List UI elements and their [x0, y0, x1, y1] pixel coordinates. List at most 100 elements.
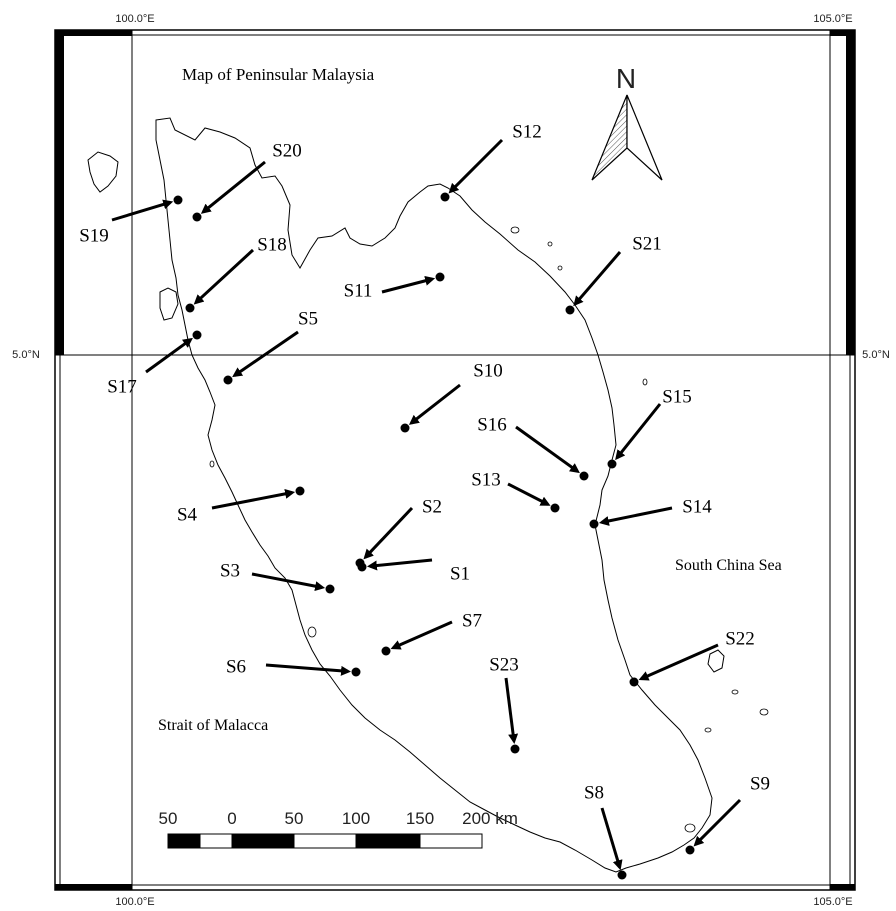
- station-arrow-icon: [381, 275, 436, 294]
- scale-bar-tick-label: 0: [227, 809, 236, 828]
- station-s10: S10: [400, 360, 503, 433]
- station-arrow-icon: [507, 482, 551, 506]
- station-dot-icon: [579, 471, 589, 481]
- langkawi-island: [87, 151, 119, 193]
- station-arrow-icon: [390, 620, 453, 650]
- graticule-labels: 100.0°E 105.0°E 100.0°E 105.0°E 5.0°N 5.…: [12, 13, 890, 908]
- station-dot-icon: [173, 195, 183, 205]
- station-arrow-icon: [600, 807, 623, 871]
- station-dot-icon: [589, 519, 599, 529]
- station-label: S12: [512, 121, 542, 142]
- station-dot-icon: [185, 303, 195, 313]
- station-arrow-icon: [693, 798, 742, 847]
- station-s1: S1: [357, 558, 470, 584]
- station-label: S20: [272, 140, 302, 161]
- north-arrow: N: [591, 63, 663, 181]
- station-s17: S17: [107, 330, 202, 397]
- scale-bar-tick-label: 50: [159, 809, 178, 828]
- station-arrow-icon: [448, 138, 504, 194]
- station-arrow-icon: [265, 663, 352, 676]
- station-s20: S20: [192, 140, 302, 222]
- lat-label-right: 5.0°N: [862, 349, 890, 361]
- station-s5: S5: [223, 308, 318, 385]
- station-s18: S18: [185, 234, 287, 313]
- station-dot-icon: [381, 646, 391, 656]
- station-arrow-icon: [145, 337, 193, 374]
- sea-label-south-china-sea: South China Sea: [675, 557, 782, 574]
- station-arrow-icon: [363, 506, 414, 560]
- station-s4: S4: [177, 486, 305, 525]
- station-dot-icon: [685, 845, 695, 855]
- penang-island: [159, 287, 179, 321]
- station-dot-icon: [400, 423, 410, 433]
- lat-label-left: 5.0°N: [12, 349, 40, 361]
- map-title: Map of Peninsular Malaysia: [182, 65, 375, 84]
- scale-bar-tick-label: 100: [342, 809, 370, 828]
- scale-bar: [167, 833, 483, 849]
- station-s14: S14: [589, 496, 712, 529]
- station-dot-icon: [192, 212, 202, 222]
- station-dot-icon: [355, 558, 365, 568]
- station-dot-icon: [510, 744, 520, 754]
- station-label: S21: [632, 233, 662, 254]
- north-arrow-label: N: [616, 63, 636, 94]
- station-s15: S15: [607, 386, 692, 469]
- station-s23: S23: [489, 654, 520, 754]
- lon-label-bottom-left: 100.0°E: [115, 896, 154, 908]
- station-dot-icon: [435, 272, 445, 282]
- station-dot-icon: [629, 677, 639, 687]
- station-label: S7: [462, 610, 482, 631]
- station-s22: S22: [629, 628, 755, 687]
- station-dot-icon: [351, 667, 361, 677]
- station-s21: S21: [565, 233, 662, 315]
- station-s6: S6: [226, 656, 361, 677]
- graticule: [55, 30, 855, 890]
- station-arrow-icon: [408, 383, 461, 425]
- station-arrow-icon: [638, 643, 719, 681]
- station-label: S10: [473, 360, 503, 381]
- station-dot-icon: [295, 486, 305, 496]
- station-arrow-icon: [111, 199, 174, 222]
- station-markers: S1 S2 S3 S4 S5 S6 S7 S8 S9 S10 S11 S12 S13 S14 S15 S16 S…: [79, 121, 770, 880]
- station-arrow-icon: [211, 488, 296, 510]
- station-label: S23: [489, 654, 519, 675]
- station-dot-icon: [607, 459, 617, 469]
- station-arrow-icon: [366, 558, 433, 571]
- station-label: S17: [107, 376, 137, 397]
- station-label: S16: [477, 414, 507, 435]
- station-s3: S3: [220, 560, 335, 594]
- small-islands: [209, 226, 769, 833]
- station-dot-icon: [617, 870, 627, 880]
- station-s12: S12: [440, 121, 542, 202]
- peninsula-coastline: [155, 117, 713, 873]
- lon-label-top-left: 100.0°E: [115, 13, 154, 25]
- station-label: S5: [298, 308, 318, 329]
- north-arrow-left-half-icon: [591, 94, 628, 181]
- station-dot-icon: [223, 375, 233, 385]
- station-s9: S9: [685, 773, 770, 855]
- station-label: S1: [450, 563, 470, 584]
- station-arrow-icon: [615, 403, 662, 461]
- north-arrow-right-half-icon: [626, 94, 663, 181]
- lon-label-bottom-right: 105.0°E: [813, 896, 852, 908]
- station-s11: S11: [344, 272, 445, 301]
- station-label: S19: [79, 225, 109, 246]
- scale-bar-tick-label: 200 km: [462, 809, 518, 828]
- station-label: S8: [584, 782, 604, 803]
- scale-bar-tick-label: 150: [406, 809, 434, 828]
- tioman-island: [707, 649, 725, 673]
- station-dot-icon: [325, 584, 335, 594]
- station-label: S2: [422, 496, 442, 517]
- station-label: S18: [257, 234, 287, 255]
- station-arrow-icon: [251, 572, 326, 592]
- station-dot-icon: [192, 330, 202, 340]
- station-label: S14: [682, 496, 712, 517]
- station-dot-icon: [550, 503, 560, 513]
- scale-bar-labels: 50 0 50 100 150 200 km: [159, 809, 518, 828]
- station-dot-icon: [565, 305, 575, 315]
- station-label: S22: [725, 628, 755, 649]
- station-label: S11: [344, 280, 373, 301]
- map-frame: [54, 29, 856, 891]
- station-arrow-icon: [573, 251, 622, 307]
- station-arrow-icon: [200, 160, 266, 214]
